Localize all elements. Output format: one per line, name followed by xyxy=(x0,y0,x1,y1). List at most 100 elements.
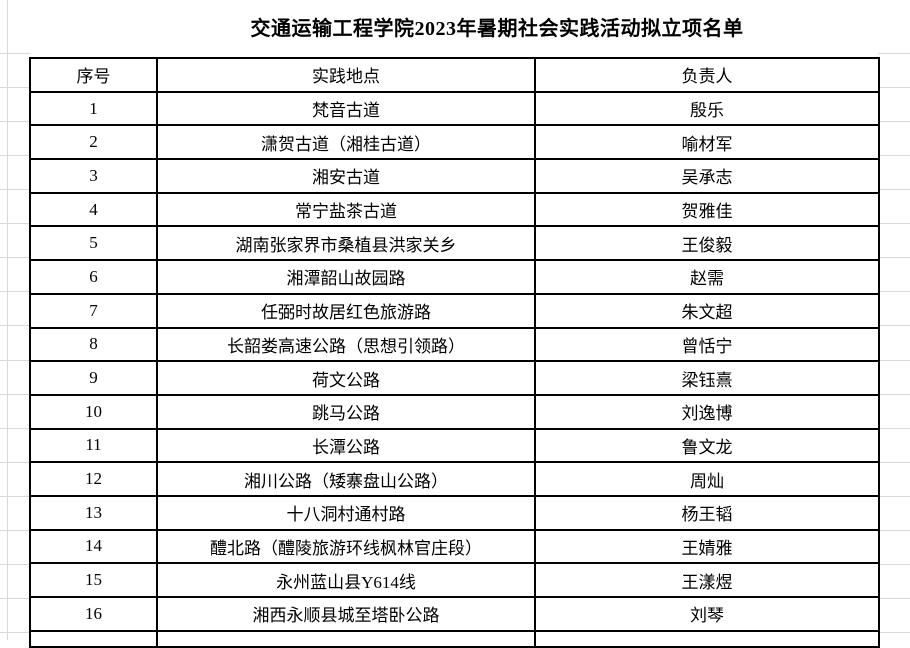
gridline-h xyxy=(0,189,30,191)
cell-empty xyxy=(29,629,158,648)
gridline-h xyxy=(0,155,30,157)
table-row: 2 潇贺古道（湘桂古道） 喻材军 xyxy=(29,124,880,161)
cell-leader: 梁钰熹 xyxy=(534,360,880,396)
gridline-h xyxy=(0,359,30,361)
cell-leader: 曾恬宁 xyxy=(534,326,880,363)
cell-leader: 朱文超 xyxy=(534,292,880,329)
gridline-h xyxy=(0,291,30,293)
table-row: 11 长潭公路 鲁文龙 xyxy=(29,427,880,464)
gridline-h xyxy=(0,223,30,225)
cell-location: 湘西永顺县城至塔卧公路 xyxy=(156,596,536,632)
table-row: 1 梵音古道 殷乐 xyxy=(29,90,880,127)
gridline-h xyxy=(0,529,30,531)
table-row: 14 醴北路（醴陵旅游环线枫林官庄段） 王婧雅 xyxy=(29,528,880,565)
cell-no: 8 xyxy=(29,326,158,363)
cell-location: 湘潭韶山故园路 xyxy=(156,259,536,295)
gridline-h xyxy=(0,461,30,463)
gridline-h xyxy=(0,257,30,259)
table-row: 9 荷文公路 梁钰熹 xyxy=(29,360,880,396)
gridline-h xyxy=(878,359,910,361)
cell-leader: 刘琴 xyxy=(534,596,880,632)
gridline-h xyxy=(878,155,910,157)
cell-no: 10 xyxy=(29,393,158,430)
table-partial-body xyxy=(29,629,880,648)
cell-location: 跳马公路 xyxy=(156,393,536,430)
gridline-h xyxy=(0,53,30,54)
gridline-h xyxy=(878,325,910,327)
gridline-h xyxy=(878,53,910,54)
cell-location: 长潭公路 xyxy=(156,427,536,464)
cell-leader: 王婧雅 xyxy=(534,528,880,565)
cell-no: 12 xyxy=(29,461,158,497)
table-row: 3 湘安古道 吴承志 xyxy=(29,158,880,194)
table-row: 7 任弼时故居红色旅游路 朱文超 xyxy=(29,292,880,329)
table-row: 13 十八洞村通村路 杨王韬 xyxy=(29,494,880,531)
table-row: 15 永州蓝山县Y614线 王漾煜 xyxy=(29,562,880,598)
cell-no: 1 xyxy=(29,90,158,127)
gridline-h xyxy=(0,495,30,497)
header-cell-location: 实践地点 xyxy=(156,57,536,93)
header-cell-leader: 负责人 xyxy=(534,57,880,93)
cell-leader: 鲁文龙 xyxy=(534,427,880,464)
cell-no: 7 xyxy=(29,292,158,329)
cell-no: 14 xyxy=(29,528,158,565)
gridline-h xyxy=(878,121,910,123)
cell-no: 13 xyxy=(29,494,158,531)
cell-location: 常宁盐茶古道 xyxy=(156,191,536,228)
cell-no: 6 xyxy=(29,259,158,295)
cell-leader: 王俊毅 xyxy=(534,225,880,262)
cell-location: 湘安古道 xyxy=(156,158,536,194)
cell-location: 荷文公路 xyxy=(156,360,536,396)
sheet-gridline-vertical xyxy=(7,0,8,640)
header-cell-no: 序号 xyxy=(29,57,158,93)
cell-location: 潇贺古道（湘桂古道） xyxy=(156,124,536,161)
table-row: 4 常宁盐茶古道 贺雅佳 xyxy=(29,191,880,228)
table-body: 1 梵音古道 殷乐 2 潇贺古道（湘桂古道） 喻材军 3 湘安古道 吴承志 4 … xyxy=(29,90,880,632)
gridline-h xyxy=(0,427,30,429)
cell-leader: 殷乐 xyxy=(534,90,880,127)
cell-no: 2 xyxy=(29,124,158,161)
cell-leader: 吴承志 xyxy=(534,158,880,194)
cell-leader: 杨王韬 xyxy=(534,494,880,531)
gridline-h xyxy=(0,563,30,565)
gridline-h xyxy=(878,495,910,497)
cell-leader: 赵需 xyxy=(534,259,880,295)
cell-location: 湘川公路（矮寨盘山公路） xyxy=(156,461,536,497)
cell-leader: 王漾煜 xyxy=(534,562,880,598)
cell-no: 4 xyxy=(29,191,158,228)
cell-no: 11 xyxy=(29,427,158,464)
gridline-h xyxy=(0,597,30,599)
gridline-h xyxy=(878,189,910,191)
table-row: 12 湘川公路（矮寨盘山公路） 周灿 xyxy=(29,461,880,497)
table-header: 序号 实践地点 负责人 xyxy=(29,57,880,93)
cell-location: 醴北路（醴陵旅游环线枫林官庄段） xyxy=(156,528,536,565)
cell-leader: 周灿 xyxy=(534,461,880,497)
cell-empty xyxy=(534,629,880,648)
cell-leader: 刘逸博 xyxy=(534,393,880,430)
gridline-h xyxy=(0,87,30,89)
table-row: 16 湘西永顺县城至塔卧公路 刘琴 xyxy=(29,596,880,632)
cell-location: 十八洞村通村路 xyxy=(156,494,536,531)
cell-location: 永州蓝山县Y614线 xyxy=(156,562,536,598)
gridline-h xyxy=(0,325,30,327)
page-title: 交通运输工程学院2023年暑期社会实践活动拟立项名单 xyxy=(250,18,744,40)
cell-location: 梵音古道 xyxy=(156,90,536,127)
table-row: 5 湖南张家界市桑植县洪家关乡 王俊毅 xyxy=(29,225,880,262)
gridline-h xyxy=(878,393,910,395)
cell-no: 15 xyxy=(29,562,158,598)
gridline-h xyxy=(878,597,910,599)
gridline-h xyxy=(0,632,30,634)
gridline-h xyxy=(878,529,910,531)
table-row: 10 跳马公路 刘逸博 xyxy=(29,393,880,430)
gridline-h xyxy=(878,461,910,463)
practice-project-table: 序号 实践地点 负责人 1 梵音古道 殷乐 2 潇贺古道（湘桂古道） 喻材军 3… xyxy=(29,57,880,648)
table-row-partial xyxy=(29,629,880,648)
gridline-h xyxy=(878,427,910,429)
cell-no: 3 xyxy=(29,158,158,194)
gridline-h xyxy=(878,257,910,259)
cell-leader: 贺雅佳 xyxy=(534,191,880,228)
gridline-h xyxy=(878,632,910,634)
cell-no: 9 xyxy=(29,360,158,396)
cell-location: 湖南张家界市桑植县洪家关乡 xyxy=(156,225,536,262)
gridline-h xyxy=(878,563,910,565)
